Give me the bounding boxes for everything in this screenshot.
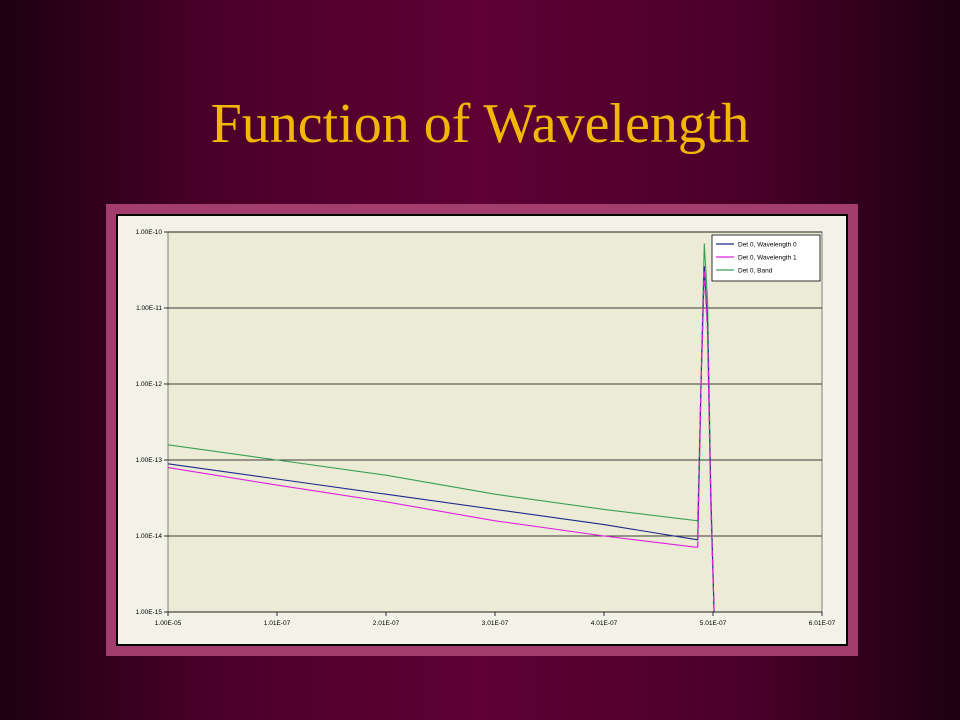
legend (711, 234, 821, 282)
chart-frame: 1.00E-10 1.00E-11 1.00E-12 1.00E-13 1.00E-14… (106, 204, 858, 656)
line-chart: 1.00E-10 1.00E-11 1.00E-12 1.00E-13 1.00E-14… (136, 229, 836, 627)
x-tick-label: 1.01E-07 (264, 620, 291, 627)
plot-area (167, 231, 823, 613)
legend-label: Det 0, Band (738, 267, 773, 274)
x-tick-label: 6.01E-07 (809, 620, 836, 627)
slide-title: Function of Wavelength (210, 93, 750, 155)
y-tick-label: 1.00E-13 (136, 457, 163, 464)
x-tick-label: 4.01E-07 (591, 620, 618, 627)
series-line (697, 269, 715, 613)
y-tick-label: 1.00E-10 (136, 229, 163, 236)
x-tick-label: 5.01E-07 (700, 620, 727, 627)
chart-area: 1.00E-10 1.00E-11 1.00E-12 1.00E-13 1.00E-14… (118, 216, 846, 644)
y-tick-label: 1.00E-12 (136, 381, 163, 388)
series-line (167, 467, 698, 548)
y-tick-label: 1.00E-14 (136, 533, 163, 540)
x-tick-label: 2.01E-07 (373, 620, 400, 627)
legend-label: Det 0, Wavelength 0 (738, 241, 797, 248)
chart-border: 1.00E-10 1.00E-11 1.00E-12 1.00E-13 1.00E-14… (116, 214, 848, 646)
legend-label: Det 0, Wavelength 1 (738, 254, 797, 261)
y-tick-label: 1.00E-11 (136, 305, 162, 312)
y-tick-label: 1.00E-15 (136, 609, 163, 616)
x-tick-label: 1.00E-05 (155, 620, 182, 627)
x-tick-label: 3.01E-07 (482, 620, 509, 627)
